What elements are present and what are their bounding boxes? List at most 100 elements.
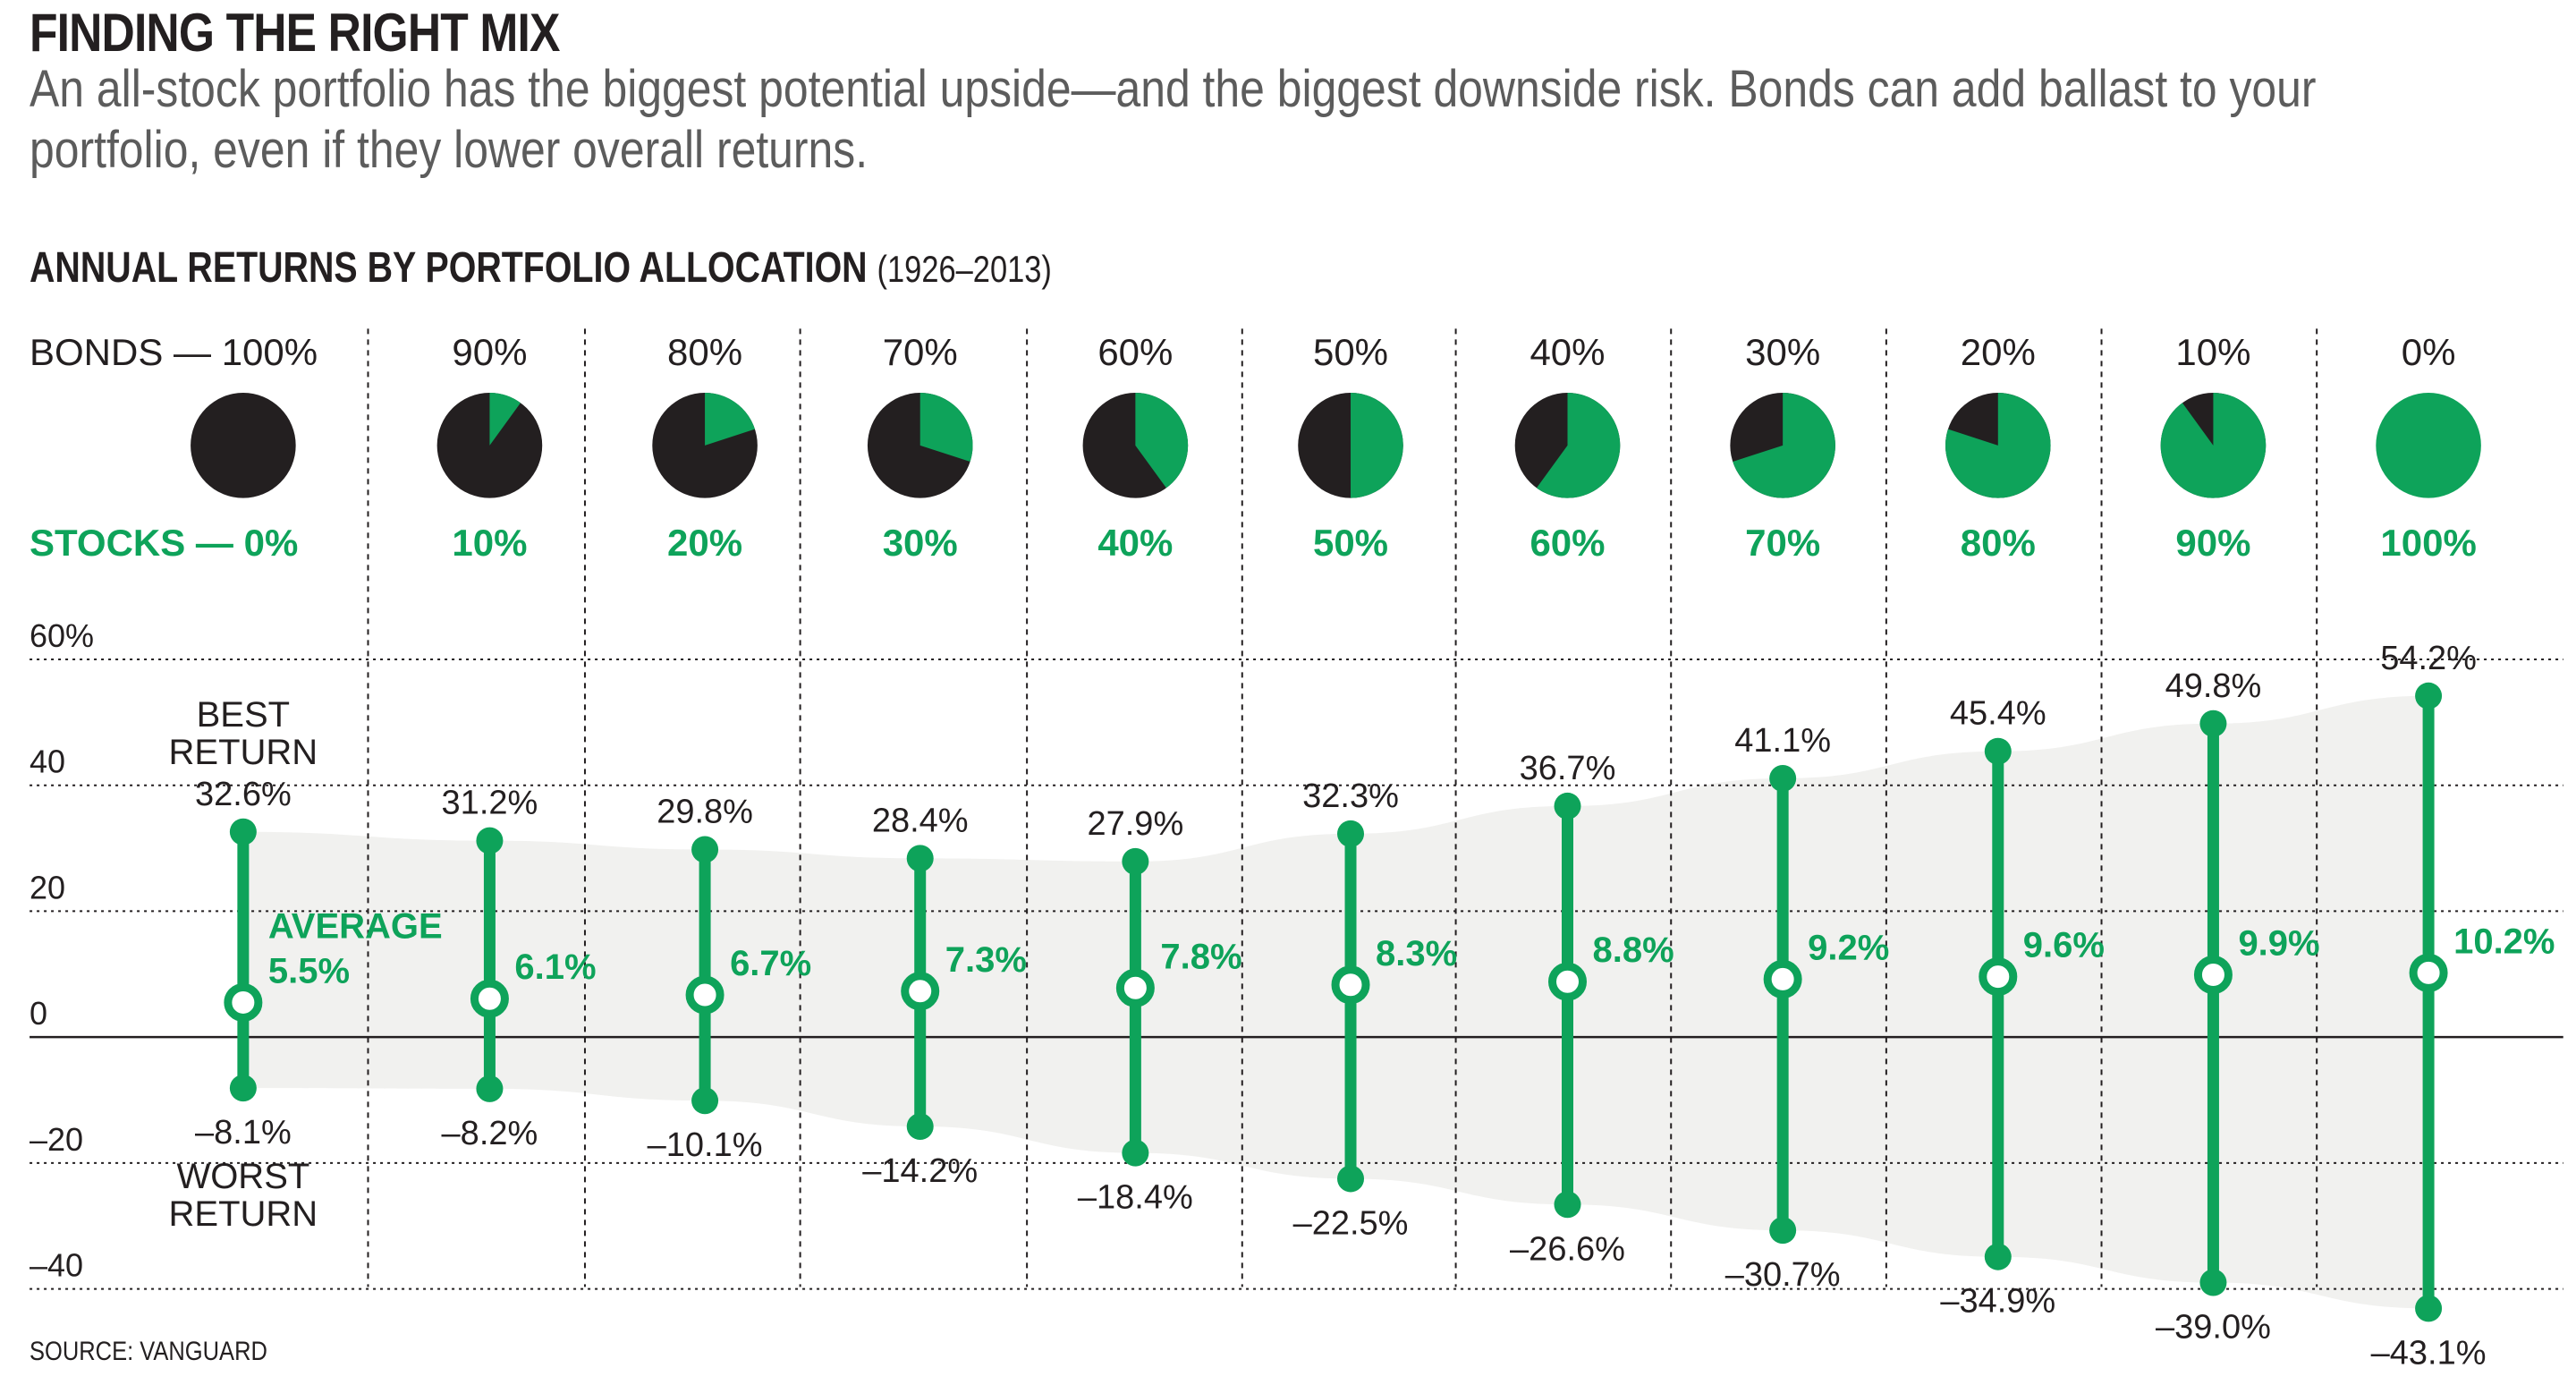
bonds-pct-label: 10%	[2175, 331, 2250, 373]
pie-bonds-slice	[191, 393, 296, 498]
best-return-dot	[2199, 709, 2227, 737]
y-tick-label: 0	[30, 995, 47, 1032]
allocation-pie	[1945, 393, 2051, 498]
average-dot	[224, 982, 263, 1022]
allocation-pie	[191, 393, 296, 498]
best-return-dot	[1554, 792, 1581, 820]
average-label: 8.8%	[1592, 930, 1674, 970]
allocation-pie	[867, 393, 973, 498]
allocation-pie	[436, 393, 543, 498]
stocks-pct-label: 30%	[883, 522, 958, 564]
best-return-dot	[2415, 682, 2443, 709]
stocks-pct-label: STOCKS — 0%	[30, 522, 298, 564]
average-label: 7.8%	[1160, 937, 1241, 976]
allocation-pie	[1082, 393, 1189, 498]
best-return-dot	[1769, 764, 1797, 792]
chart-heading: ANNUAL RETURNS BY PORTFOLIO ALLOCATION (…	[30, 243, 1052, 293]
best-return-dot	[1122, 847, 1149, 875]
bonds-pct-label: 20%	[1961, 331, 2036, 373]
source-note: SOURCE: VANGUARD	[30, 1337, 267, 1366]
stocks-pct-label: 20%	[667, 522, 742, 564]
average-dot	[685, 975, 724, 1015]
allocation-pie	[652, 393, 758, 498]
worst-return-dot	[1984, 1243, 2012, 1270]
worst-return-label: –43.1%	[2371, 1334, 2487, 1372]
y-tick-label: 60%	[30, 617, 94, 654]
average-label: 9.2%	[1808, 928, 1889, 967]
bonds-pct-label: 90%	[452, 331, 527, 373]
pie-stocks-slice	[705, 393, 755, 446]
pie-stocks-slice	[2160, 393, 2267, 498]
allocation-pie	[2376, 393, 2481, 498]
page-title: FINDING THE RIGHT MIX	[30, 3, 560, 63]
pie-stocks-slice	[2376, 393, 2481, 498]
average-label: 8.3%	[1376, 934, 1457, 973]
worst-return-dot	[1337, 1165, 1365, 1193]
best-return-label: 54.2%	[2380, 640, 2477, 677]
stocks-pct-label: 100%	[2380, 522, 2476, 564]
average-dot	[1331, 965, 1370, 1005]
bonds-pct-label: 30%	[1745, 331, 1820, 373]
average-annotation: AVERAGE	[268, 906, 443, 946]
best-return-annotation: RETURN	[169, 733, 318, 772]
average-dot	[1763, 959, 1802, 998]
bonds-pct-label: 80%	[667, 331, 742, 373]
worst-return-label: –30.7%	[1725, 1256, 1841, 1294]
pie-stocks-slice	[1351, 393, 1403, 498]
pie-stocks-slice	[1135, 393, 1189, 489]
worst-return-label: –8.2%	[442, 1115, 538, 1152]
bonds-pct-label: 60%	[1097, 331, 1173, 373]
bonds-pct-label: BONDS — 100%	[30, 331, 318, 373]
worst-return-dot	[2199, 1269, 2227, 1296]
average-label: 6.1%	[514, 947, 596, 987]
best-return-dot	[229, 818, 257, 845]
best-return-dot	[1337, 820, 1365, 847]
worst-return-label: –18.4%	[1078, 1179, 1193, 1217]
average-dot	[1547, 962, 1587, 1001]
stocks-pct-label: 80%	[1961, 522, 2036, 564]
pie-bonds-slice	[436, 393, 543, 498]
best-return-label: 49.8%	[2165, 667, 2262, 705]
worst-return-dot	[1769, 1217, 1797, 1245]
page-subtitle: An all-stock portfolio has the biggest p…	[30, 60, 2317, 179]
best-return-label: 36.7%	[1520, 750, 1616, 787]
average-label: 7.3%	[945, 940, 1027, 980]
bonds-pct-label: 50%	[1313, 331, 1388, 373]
pie-stocks-slice	[489, 393, 521, 446]
best-return-dot	[691, 836, 719, 863]
best-return-label: 32.6%	[195, 776, 292, 813]
allocation-pie	[1298, 393, 1403, 498]
stocks-pct-label: 70%	[1745, 522, 1820, 564]
average-dot	[1115, 968, 1155, 1007]
y-tick-label: 20	[30, 869, 65, 905]
pie-stocks-slice	[1945, 393, 2051, 498]
worst-return-label: –14.2%	[862, 1152, 978, 1190]
stocks-pct-label: 40%	[1097, 522, 1173, 564]
worst-return-annotation: WORST	[176, 1157, 309, 1196]
best-return-dot	[1984, 737, 2012, 765]
worst-return-dot	[906, 1113, 934, 1141]
worst-return-annotation: RETURN	[169, 1194, 318, 1234]
best-return-dot	[476, 827, 504, 854]
range-band	[242, 695, 2429, 1309]
worst-return-label: –26.6%	[1510, 1230, 1625, 1268]
average-dot	[1979, 957, 2018, 997]
chart-heading-years: (1926–2013)	[877, 248, 1052, 290]
average-label: 5.5%	[268, 951, 350, 990]
bonds-pct-label: 70%	[883, 331, 958, 373]
best-return-label: 32.3%	[1302, 777, 1399, 815]
bonds-pct-label: 0%	[2402, 331, 2456, 373]
pie-stocks-slice	[1733, 393, 1835, 498]
worst-return-dot	[229, 1075, 257, 1102]
best-return-label: 27.9%	[1087, 805, 1183, 843]
best-return-label: 41.1%	[1734, 722, 1831, 760]
best-return-label: 31.2%	[442, 785, 538, 822]
average-label: 10.2%	[2453, 922, 2555, 961]
average-dot	[470, 979, 509, 1018]
best-return-dot	[906, 845, 934, 872]
stocks-pct-label: 60%	[1530, 522, 1605, 564]
stocks-pct-label: 10%	[452, 522, 527, 564]
allocation-pie	[1514, 393, 1621, 498]
best-return-annotation: BEST	[197, 695, 290, 735]
